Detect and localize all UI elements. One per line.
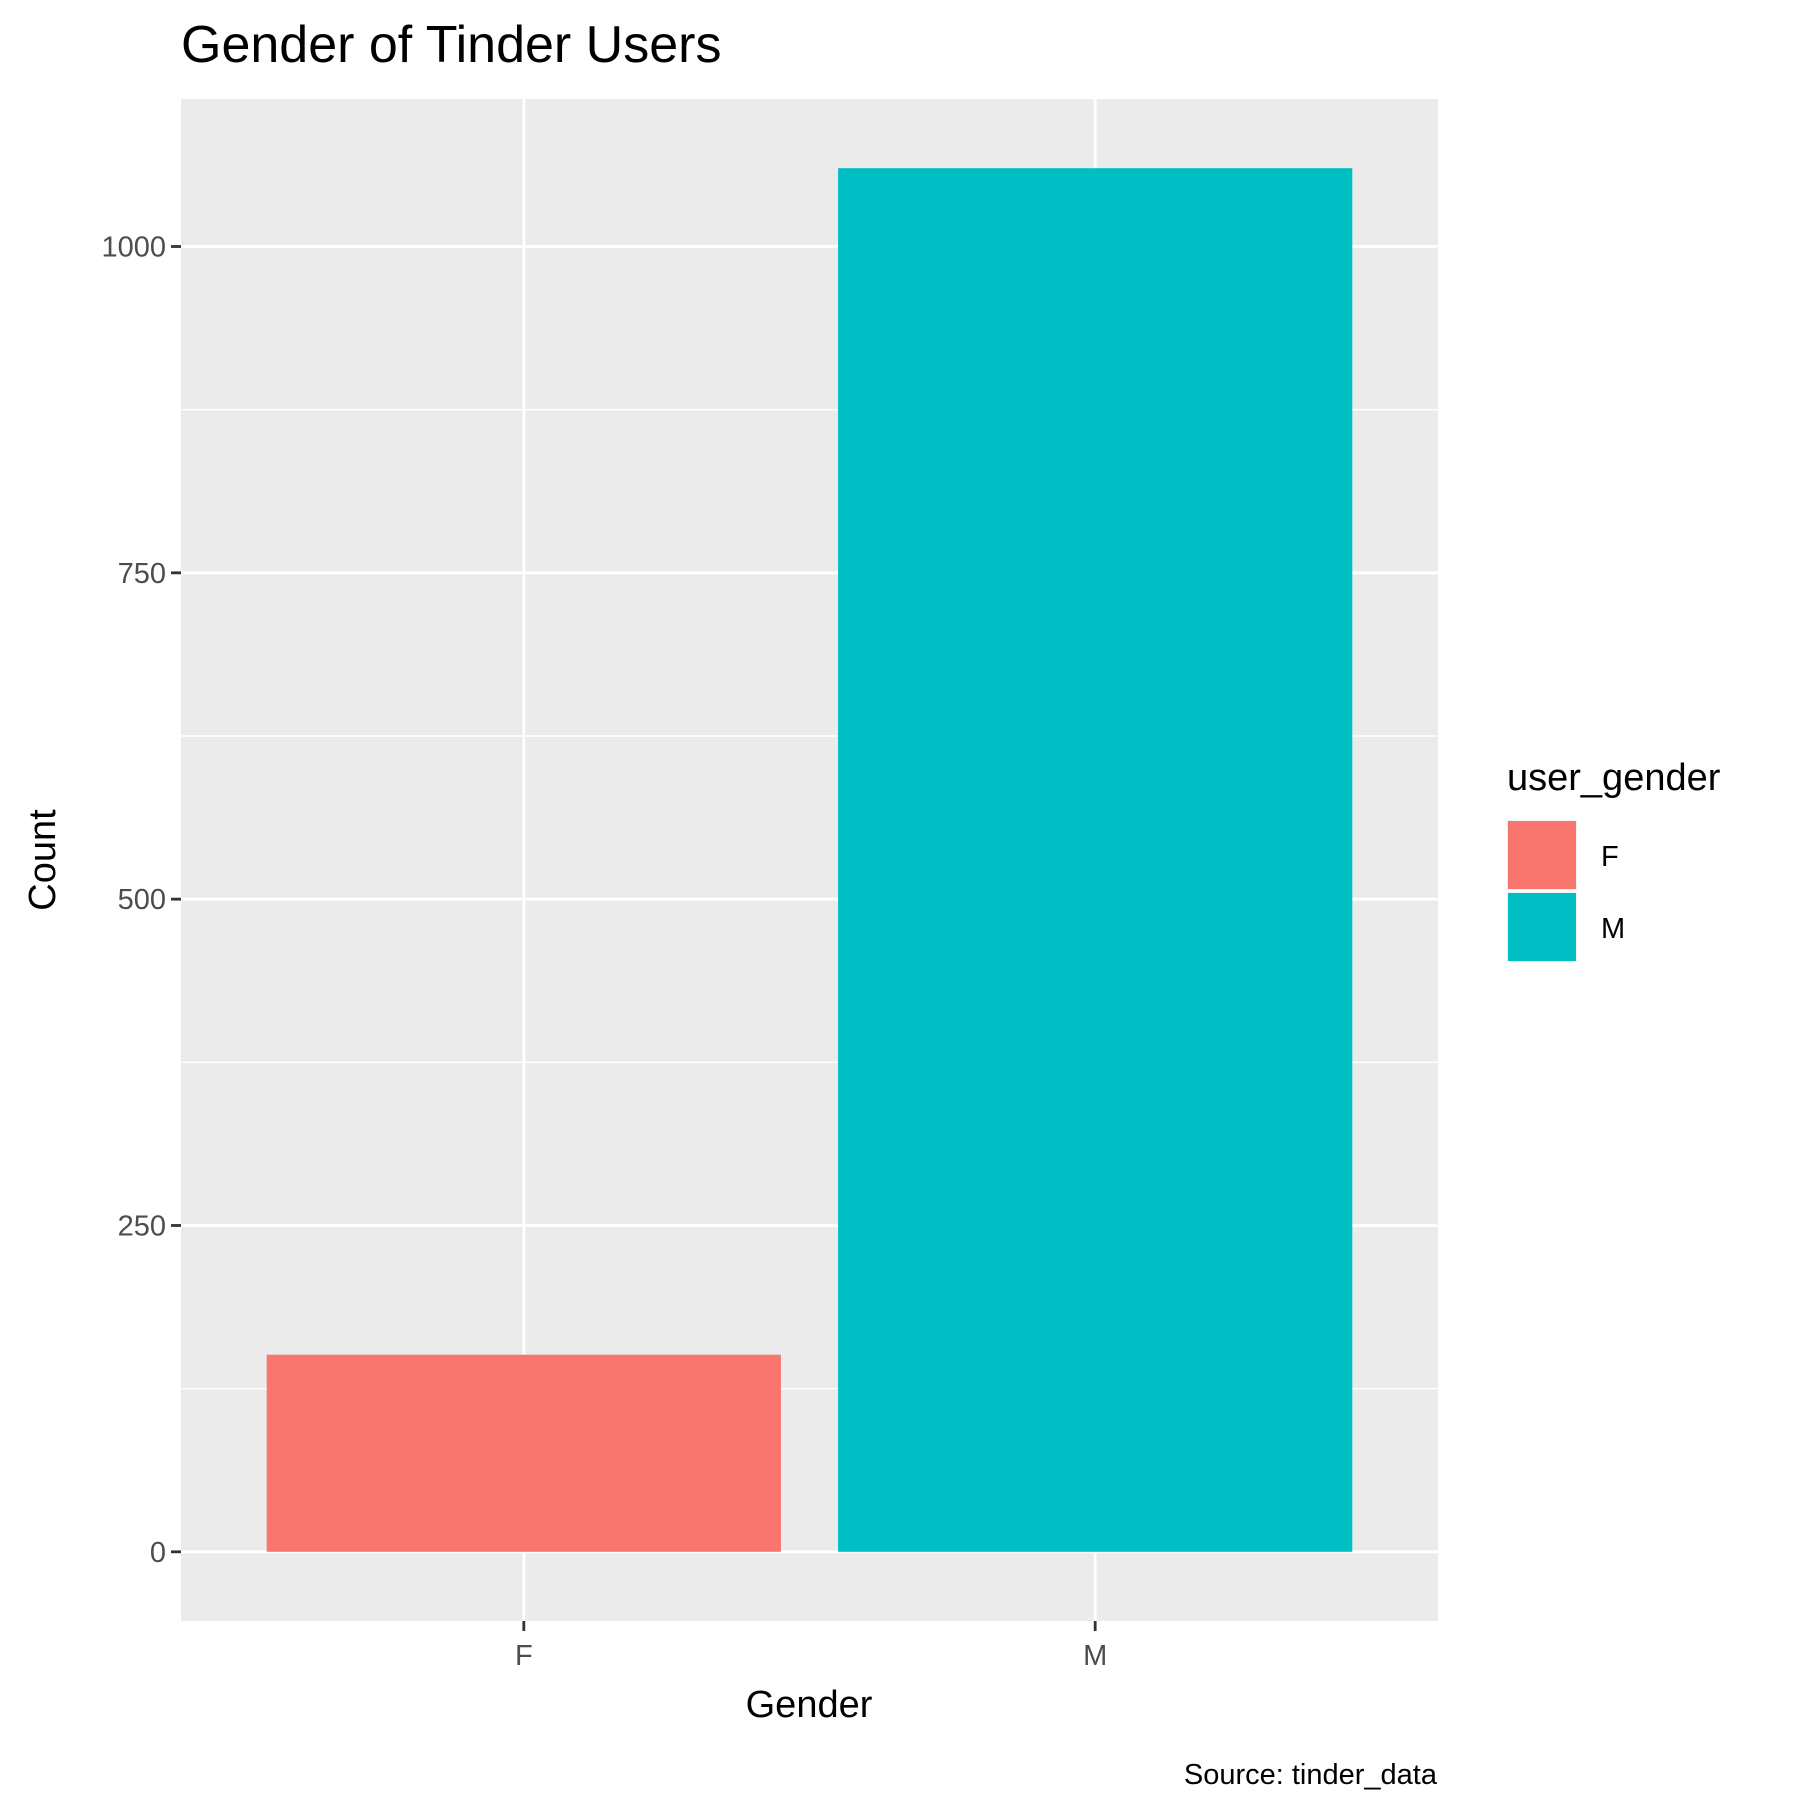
y-tick-label: 250 [118,1210,166,1242]
y-axis-title: Count [22,809,64,911]
legend-swatch-f [1508,821,1576,889]
legend-swatch-m [1508,893,1576,961]
legend: user_gender F M [1507,757,1721,962]
y-tick-label: 0 [150,1537,166,1569]
chart-title: Gender of Tinder Users [181,16,721,74]
x-tick-label: M [1083,1640,1107,1672]
x-axis-title: Gender [746,1684,873,1726]
legend-label: F [1601,841,1619,873]
bar-m [838,168,1353,1552]
y-tick-label: 750 [118,558,166,590]
x-tick-label: F [515,1640,533,1672]
y-tick-label: 500 [118,884,166,916]
legend-label: M [1601,913,1625,945]
legend-title: user_gender [1507,757,1721,799]
bars [266,168,1353,1552]
bar-f [266,1354,781,1552]
y-axis: 0 250 500 750 1000 [101,232,181,1569]
source-caption: Source: tinder_data [1184,1759,1438,1791]
y-tick-label: 1000 [101,232,166,264]
